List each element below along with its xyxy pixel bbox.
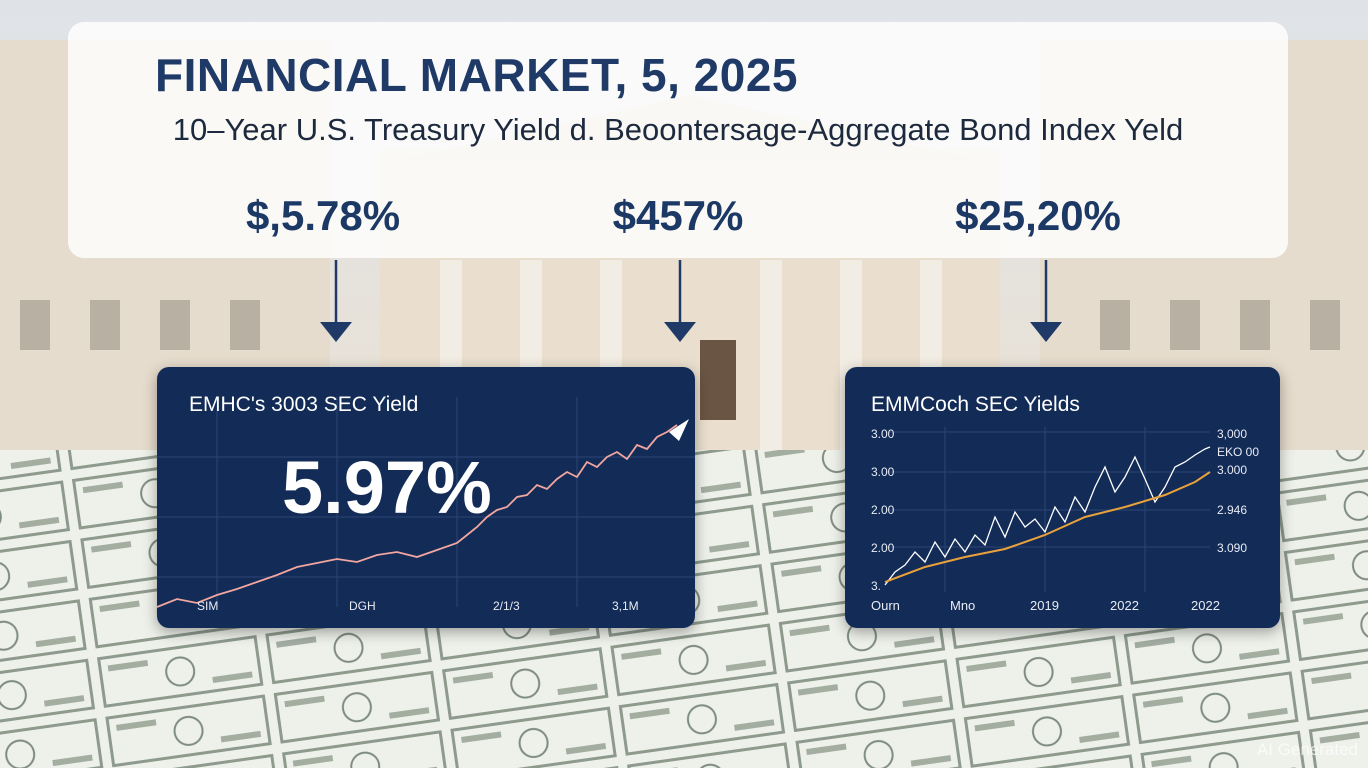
stat: $457% bbox=[612, 192, 744, 239]
y-label: 3.00 bbox=[871, 465, 895, 479]
x-label: 2022 bbox=[1110, 598, 1139, 613]
x-label: DGH bbox=[349, 599, 376, 613]
x-label: SIM bbox=[197, 599, 219, 613]
y2-label: 3.090 bbox=[1217, 541, 1248, 555]
panel-title: EMHC's 3003 SEC Yield bbox=[189, 393, 419, 416]
right-chart bbox=[884, 427, 1211, 592]
panel-title: EMMCoch SEC Yields bbox=[871, 393, 1080, 416]
x-label: 2022 bbox=[1191, 598, 1220, 613]
x-label: 2019 bbox=[1030, 598, 1059, 613]
left-panel: EMHC's 3003 SEC Yield 5.97% SIM DGH 2/1/… bbox=[157, 367, 695, 628]
y-label: 3. bbox=[871, 579, 882, 593]
y-label: 3.00 bbox=[871, 427, 895, 441]
stat: $,5.78% bbox=[245, 192, 401, 239]
y2-label: 3,000 bbox=[1217, 427, 1248, 441]
watermark: AI Generated bbox=[1256, 740, 1358, 759]
x-label: Mno bbox=[950, 598, 976, 613]
right-panel: EMMCoch SEC Yields 3.00 3.00 2.00 2.00 3… bbox=[845, 367, 1280, 628]
subtitle: 10–Year U.S. Treasury Yield d. Beoonters… bbox=[172, 112, 1184, 147]
stat: $25,20% bbox=[955, 192, 1121, 239]
y-label: 2.00 bbox=[871, 503, 895, 517]
x-label: Ourn bbox=[871, 598, 900, 613]
x-label: 3,1M bbox=[612, 599, 639, 613]
big-value: 5.97% bbox=[282, 446, 492, 529]
y2-label: 3.000 bbox=[1217, 463, 1248, 477]
header-box bbox=[68, 22, 1288, 258]
left-chart bbox=[157, 397, 695, 608]
y2-label: EKO 00 bbox=[1217, 445, 1260, 459]
y2-label: 2.946 bbox=[1217, 503, 1248, 517]
y-label: 2.00 bbox=[871, 541, 895, 555]
x-label: 2/1/3 bbox=[493, 599, 520, 613]
title: FINANCIAL MARKET, 5, 2025 bbox=[155, 49, 799, 101]
